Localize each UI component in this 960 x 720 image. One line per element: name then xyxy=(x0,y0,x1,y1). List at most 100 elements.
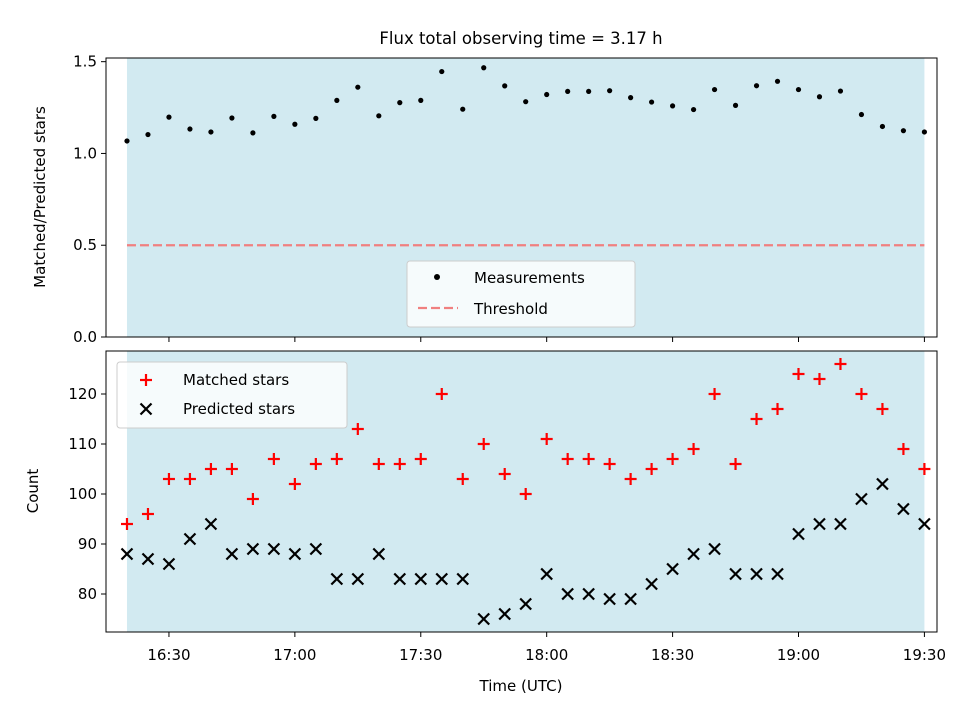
matched-star-point xyxy=(372,458,385,470)
predicted-star-point xyxy=(834,517,847,531)
predicted-star-point xyxy=(141,552,155,566)
predicted-star-point xyxy=(456,572,470,586)
measurement-point xyxy=(397,100,403,106)
measurement-point xyxy=(208,129,214,135)
matched-star-point xyxy=(918,463,931,475)
predicted-star-point xyxy=(246,542,260,556)
measurement-point xyxy=(690,106,697,113)
matched-star-point xyxy=(267,453,280,465)
matched-star-point xyxy=(645,463,658,475)
measurement-point xyxy=(900,128,907,134)
predicted-star-point xyxy=(288,547,302,561)
measurement-point xyxy=(271,113,277,119)
bottom-x-ticks: 16:30 17:00 17:30 18:00 18:30 19:00 19:30 xyxy=(147,632,946,664)
x-tick-label: 16:30 xyxy=(147,646,190,664)
matched-star-point xyxy=(519,488,532,500)
x-tick-label: 18:30 xyxy=(651,646,694,664)
matched-star-point xyxy=(687,443,700,455)
predicted-star-point xyxy=(183,532,197,546)
x-tick-label: 19:30 xyxy=(903,646,946,664)
measurement-point xyxy=(816,94,823,100)
matched-star-point xyxy=(225,463,238,475)
matched-star-point xyxy=(813,373,826,385)
measurement-point xyxy=(502,83,508,89)
predicted-star-point xyxy=(204,517,218,531)
measurement-point xyxy=(292,121,298,127)
measurement-point xyxy=(439,68,445,75)
predicted-star-point xyxy=(414,572,428,586)
top-y-tick-label: 0.0 xyxy=(73,328,97,346)
legend-measurements-label: Measurements xyxy=(474,269,585,287)
chart-title: Flux total observing time = 3.17 h xyxy=(379,29,662,48)
predicted-star-point xyxy=(645,577,658,591)
matched-star-point xyxy=(183,473,196,485)
predicted-star-point xyxy=(729,567,742,581)
matched-star-point xyxy=(477,438,490,450)
legend-plus xyxy=(140,374,152,386)
measurement-points xyxy=(124,65,928,144)
legend-matched-label: Matched stars xyxy=(183,371,289,389)
predicted-star-point xyxy=(876,477,889,491)
measurement-point xyxy=(837,88,844,94)
matched-star-point xyxy=(330,453,343,465)
legend-threshold-label: Threshold xyxy=(473,300,548,318)
predicted-star-point xyxy=(309,542,323,556)
measurement-point xyxy=(376,113,382,119)
bottom-plot-frame xyxy=(105,350,938,633)
matched-star-point xyxy=(141,508,154,520)
predicted-star-point xyxy=(666,562,679,576)
matched-star-point xyxy=(120,518,133,530)
predicted-star-point xyxy=(498,607,511,621)
predicted-star-point xyxy=(267,542,281,556)
measurement-point xyxy=(544,91,550,98)
matched-star-point xyxy=(246,493,259,505)
top-y-tick-label: 0.5 xyxy=(73,236,97,254)
predicted-star-point xyxy=(771,567,784,581)
predicted-star-point xyxy=(162,557,176,571)
measurement-point xyxy=(711,86,718,93)
measurement-point xyxy=(858,111,865,118)
predicted-star-point xyxy=(561,587,574,601)
matched-star-point xyxy=(624,473,637,485)
top-y-tick-label: 1.0 xyxy=(73,144,97,162)
bottom-legend: Matched stars Predicted stars xyxy=(116,361,348,429)
measurement-point xyxy=(753,83,760,89)
measurement-point xyxy=(607,88,613,94)
x-tick-label: 17:00 xyxy=(273,646,316,664)
predicted-star-point xyxy=(477,612,491,626)
bottom-y-tick-label: 100 xyxy=(68,485,97,503)
matched-star-point xyxy=(771,403,784,415)
measurement-point xyxy=(124,138,130,144)
measurement-point xyxy=(732,102,739,108)
predicted-star-point xyxy=(855,492,868,506)
matched-star-point xyxy=(750,413,763,425)
measurement-point xyxy=(187,126,193,132)
bottom-y-axis-label: Count xyxy=(24,469,42,514)
measurement-point xyxy=(586,88,592,95)
matched-star-point xyxy=(582,453,595,465)
bottom-legend-box xyxy=(116,361,348,429)
legend-cross xyxy=(139,402,153,416)
matched-star-point xyxy=(204,463,217,475)
x-tick-label: 18:00 xyxy=(525,646,568,664)
matched-star-point xyxy=(876,403,889,415)
measurement-point xyxy=(250,130,256,136)
matched-star-point xyxy=(603,458,616,470)
measurement-point xyxy=(669,103,676,109)
predicted-star-point xyxy=(519,597,532,611)
predicted-star-point xyxy=(603,592,616,606)
predicted-star-point xyxy=(708,542,721,556)
x-tick-label: 19:00 xyxy=(777,646,820,664)
matched-star-point xyxy=(414,453,427,465)
measurement-point xyxy=(921,129,928,135)
top-legend-box xyxy=(406,260,636,328)
bottom-y-tick-label: 90 xyxy=(78,535,97,553)
predicted-star-point xyxy=(687,547,700,561)
measurement-point xyxy=(649,99,655,105)
matched-star-point xyxy=(834,358,847,370)
measurement-point xyxy=(418,97,424,104)
measurement-point xyxy=(334,97,340,104)
legend-predicted-label: Predicted stars xyxy=(183,400,295,418)
